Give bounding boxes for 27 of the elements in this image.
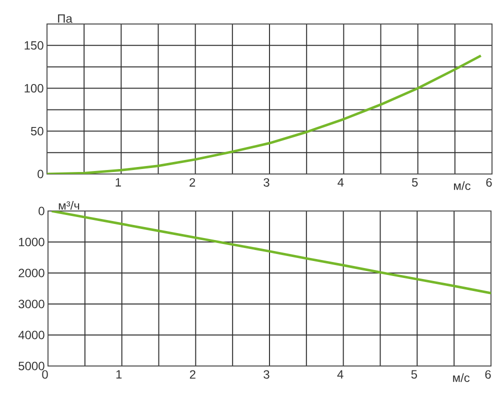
x-tick-label: 3 xyxy=(264,178,270,187)
x-tick-label: 6 xyxy=(486,178,492,187)
y-tick-label: 2000 xyxy=(18,268,44,278)
y-axis-title: Па xyxy=(58,14,72,23)
x-tick-label: 2 xyxy=(190,370,196,379)
line-series xyxy=(47,54,482,174)
y-tick-label: 50 xyxy=(30,126,44,136)
x-tick-label: 1 xyxy=(116,370,122,378)
y-tick-label: 5000 xyxy=(18,362,44,370)
x-tick-label: 6 xyxy=(485,370,491,379)
x-tick-label: 3 xyxy=(264,370,270,379)
y-tick-label: 3000 xyxy=(18,300,44,308)
x-axis-title: м/с xyxy=(453,373,470,382)
y-tick-label: 0 xyxy=(38,170,44,178)
y-axis-title: м³/ч xyxy=(58,200,80,210)
y-tick-label: 0 xyxy=(38,206,44,216)
y-tick-label: 100 xyxy=(24,84,44,93)
y-tick-label: 1000 xyxy=(19,238,44,246)
x-tick-label: 5 xyxy=(412,178,418,187)
x-tick-label: 2 xyxy=(190,178,196,187)
x-tick-label: 1 xyxy=(116,178,121,186)
x-tick-label: 5 xyxy=(411,370,418,379)
x-axis-title: м/с xyxy=(454,181,470,190)
y-tick-label: 4000 xyxy=(18,330,44,340)
x-tick-label: 4 xyxy=(337,370,344,378)
y-tick-label: 150 xyxy=(24,41,44,50)
x-tick-label: 4 xyxy=(338,178,344,186)
